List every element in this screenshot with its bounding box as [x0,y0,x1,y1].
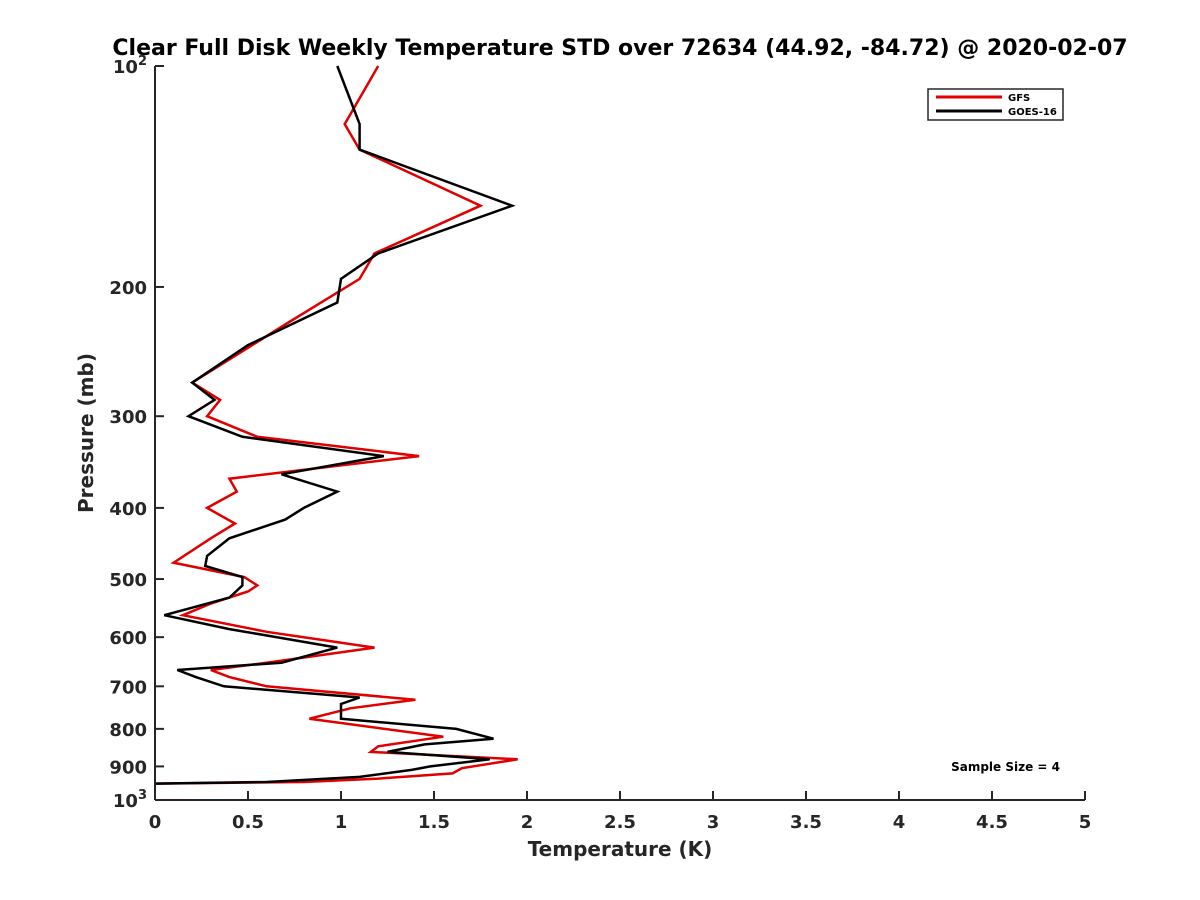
x-tick-label: 4.5 [976,812,1008,833]
x-tick-label: 4 [893,812,906,833]
x-tick-label: 2.5 [604,812,636,833]
y-tick-label: 900 [109,757,147,778]
y-tick-label: 102 [113,54,147,78]
x-ticks: 0 0.5 1 1.5 2 2.5 3 3.5 4 4.5 5 [149,791,1092,833]
y-tick-label: 800 [109,720,147,741]
series-layer [154,65,518,785]
chart-title: Clear Full Disk Weekly Temperature STD o… [112,36,1127,61]
y-tick-label: 300 [109,407,147,428]
x-tick-label: 1 [335,812,348,833]
x-tick-label: 5 [1079,812,1092,833]
y-tick-label: 103 [113,788,147,812]
y-tick-label: 600 [109,628,147,649]
sample-size-annotation: Sample Size = 4 [951,760,1060,774]
y-axis-label: Pressure (mb) [74,353,98,513]
x-tick-label: 1.5 [418,812,450,833]
y-tick-label: 500 [109,570,147,591]
y-ticks: 102 200 300 400 500 600 700 800 900 103 [109,54,164,812]
x-tick-label: 0 [149,812,162,833]
x-tick-label: 2 [521,812,534,833]
legend: GFS GOES-16 [927,88,1064,121]
series-line-goes16 [154,65,516,785]
y-tick-label: 200 [109,278,147,299]
y-tick-label: 400 [109,499,147,520]
legend-label-goes16: GOES-16 [1008,107,1057,118]
x-tick-label: 3.5 [790,812,822,833]
x-tick-label: 3 [707,812,720,833]
y-tick-label: 700 [109,677,147,698]
x-tick-label: 0.5 [232,812,264,833]
legend-box [927,88,1064,121]
legend-label-gfs: GFS [1008,93,1030,104]
x-axis-label: Temperature (K) [528,837,713,861]
